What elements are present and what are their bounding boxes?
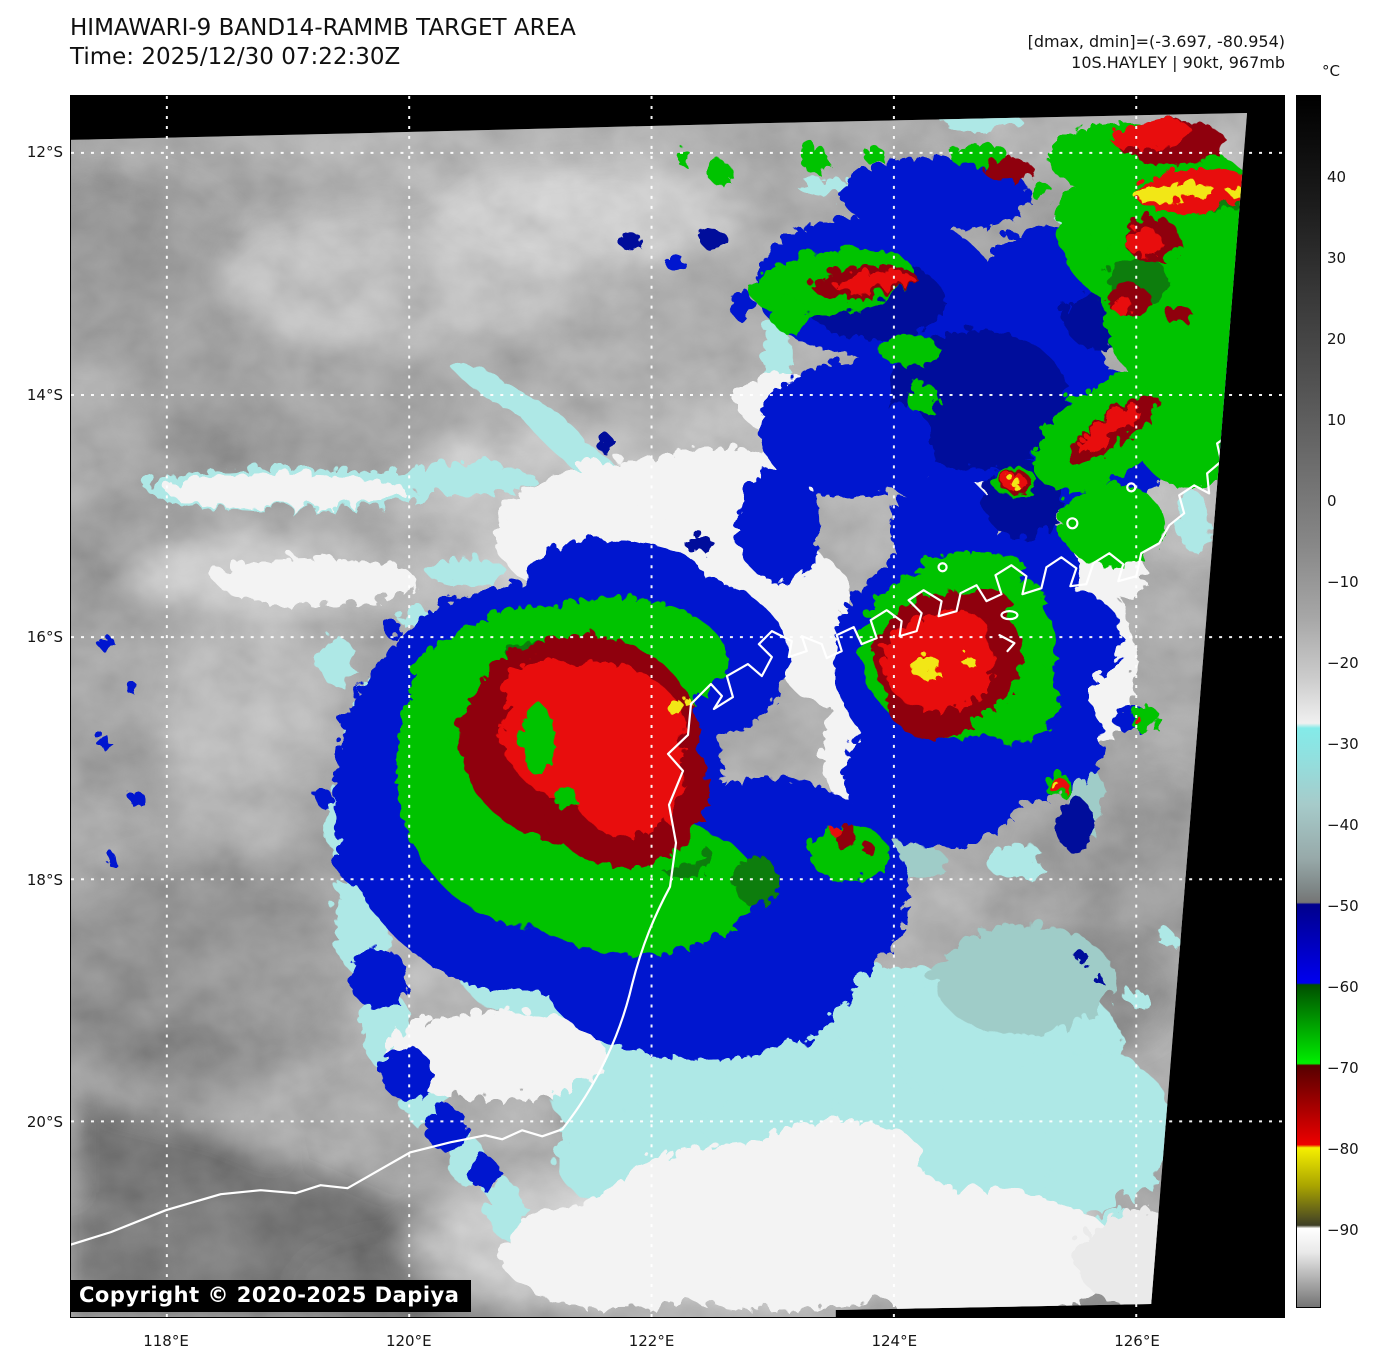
colorbar-tick-label: −90 bbox=[1327, 1221, 1359, 1239]
y-axis-tick-label: 16°S bbox=[26, 628, 63, 646]
colorbar-tick-label: 20 bbox=[1327, 330, 1347, 348]
colorbar-tick-label: −30 bbox=[1327, 735, 1359, 753]
graticule-gridlines bbox=[71, 96, 1284, 1317]
yellow-coldest-layer bbox=[662, 177, 1241, 786]
x-axis-tick-label: 120°E bbox=[385, 1332, 432, 1350]
x-axis-tick-label: 126°E bbox=[1114, 1332, 1160, 1350]
colorbar-unit-label: °C bbox=[1322, 62, 1340, 80]
satellite-image-panel: Copyright © 2020-2025 Dapiya bbox=[70, 95, 1285, 1318]
page-title: HIMAWARI-9 BAND14-RAMMB TARGET AREA Time:… bbox=[70, 14, 576, 72]
colorbar-tick-label: −40 bbox=[1327, 816, 1359, 834]
x-axis-tick-label: 118°E bbox=[143, 1332, 189, 1350]
data-swath bbox=[71, 112, 1248, 1317]
storm-info-label: 10S.HAYLEY | 90kt, 967mb bbox=[1071, 53, 1285, 72]
header-stats: [dmax, dmin]=(-3.697, -80.954) 10S.HAYLEY… bbox=[1028, 31, 1285, 73]
y-axis-tick-label: 18°S bbox=[26, 870, 63, 889]
colorbar-tick-label: 10 bbox=[1327, 411, 1347, 429]
x-axis-tick-label: 124°E bbox=[871, 1332, 918, 1350]
colorbar-tick-label: 0 bbox=[1327, 492, 1337, 510]
colorbar-tick-label: 30 bbox=[1327, 249, 1347, 267]
satellite-ir-image bbox=[71, 96, 1284, 1317]
colorbar-tick-label: 40 bbox=[1327, 168, 1347, 186]
green-notch-layer bbox=[517, 699, 573, 809]
x-axis-tick-label: 122°E bbox=[628, 1332, 675, 1350]
temperature-colorbar bbox=[1296, 95, 1321, 1308]
colorbar-tick-label: −10 bbox=[1327, 573, 1359, 591]
copyright-watermark: Copyright © 2020-2025 Dapiya bbox=[71, 1280, 472, 1312]
y-axis-tick-label: 12°S bbox=[26, 143, 63, 161]
colorbar-tick-label: −70 bbox=[1327, 1059, 1359, 1077]
title-line: HIMAWARI-9 BAND14-RAMMB TARGET AREA bbox=[70, 15, 576, 41]
y-axis-tick-label: 20°S bbox=[26, 1113, 63, 1131]
colorbar-tick-label: −80 bbox=[1327, 1140, 1359, 1158]
dmax-dmin-label: [dmax, dmin]=(-3.697, -80.954) bbox=[1027, 32, 1285, 51]
colorbar-tick-label: −20 bbox=[1327, 654, 1359, 672]
time-label: Time: 2025/12/30 07:22:30Z bbox=[70, 44, 401, 70]
colorbar-tick-label: −60 bbox=[1327, 978, 1359, 996]
colorbar-tick-label: −50 bbox=[1327, 897, 1359, 915]
y-axis-tick-label: 14°S bbox=[26, 385, 63, 404]
red-convection-layer bbox=[498, 116, 1247, 833]
